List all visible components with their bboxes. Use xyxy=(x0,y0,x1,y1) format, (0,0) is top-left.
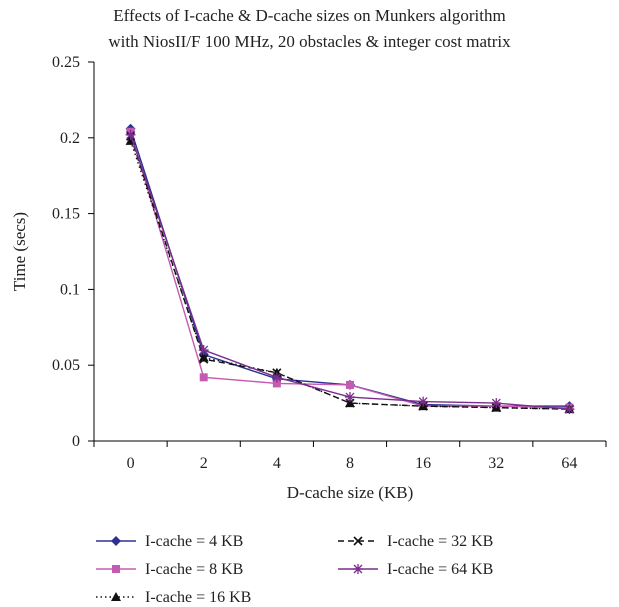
y-axis-title: Time (secs) xyxy=(10,212,29,291)
x-tick-label: 16 xyxy=(415,455,431,472)
x-tick-label: 4 xyxy=(273,455,281,472)
data-point xyxy=(125,129,136,140)
data-point xyxy=(564,404,575,415)
series-line xyxy=(129,128,570,407)
data-point xyxy=(491,398,502,409)
data-point xyxy=(199,373,208,382)
data-point xyxy=(418,396,429,407)
legend-marker xyxy=(353,536,363,546)
data-point xyxy=(345,392,355,403)
legend-marker xyxy=(112,565,120,573)
data-point xyxy=(271,372,282,383)
x-tick-label: 0 xyxy=(127,455,135,472)
y-tick-label: 0.1 xyxy=(60,281,80,298)
data-point xyxy=(199,354,209,364)
legend-label: I-cache = 4 KB xyxy=(145,533,243,550)
legend-label: I-cache = 32 KB xyxy=(387,533,493,550)
x-tick-label: 8 xyxy=(346,455,354,472)
legend-marker xyxy=(111,536,121,546)
y-tick-label: 0 xyxy=(72,433,80,450)
data-point xyxy=(346,380,354,389)
chart-title-line-2: with NiosII/F 100 MHz, 20 obstacles & in… xyxy=(108,32,511,51)
series-line xyxy=(129,140,570,410)
legend-label: I-cache = 16 KB xyxy=(145,589,251,606)
legend-marker xyxy=(111,592,121,601)
x-tick-label: 32 xyxy=(488,455,504,472)
y-tick-label: 0.2 xyxy=(60,130,80,147)
chart-title-line-1: Effects of I-cache & D-cache sizes on Mu… xyxy=(113,6,506,25)
legend-label: I-cache = 8 KB xyxy=(145,561,243,578)
y-tick-label: 0.05 xyxy=(52,357,80,374)
series-line xyxy=(129,131,570,409)
legend-label: I-cache = 64 KB xyxy=(387,561,493,578)
x-axis-title: D-cache size (KB) xyxy=(287,483,414,502)
x-tick-label: 2 xyxy=(200,455,208,472)
data-point xyxy=(272,379,281,388)
y-tick-label: 0.15 xyxy=(52,206,80,223)
series-line xyxy=(129,136,570,410)
data-point xyxy=(198,345,209,356)
series-line xyxy=(129,134,570,410)
x-tick-label: 64 xyxy=(561,455,577,472)
y-tick-label: 0.25 xyxy=(52,54,80,71)
legend-marker xyxy=(353,564,363,574)
